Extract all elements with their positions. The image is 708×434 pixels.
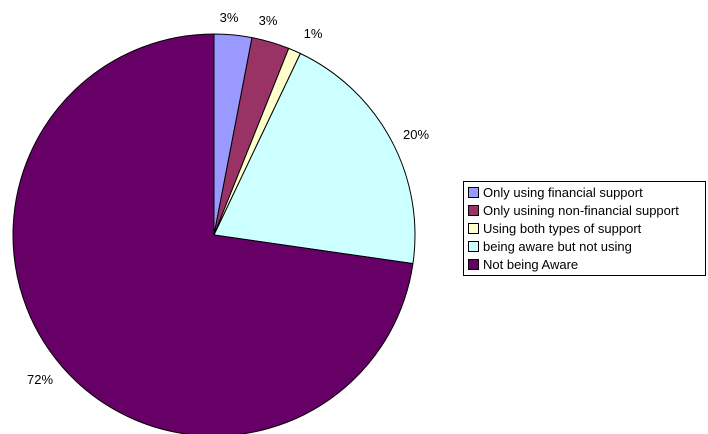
slice-data-label: 20% bbox=[403, 127, 429, 142]
legend-label: Not being Aware bbox=[483, 256, 579, 272]
legend-item: Using both types of support bbox=[468, 219, 705, 237]
legend-label: Using both types of support bbox=[483, 220, 642, 236]
legend-item: being aware but not using bbox=[468, 237, 705, 255]
slice-data-label: 72% bbox=[27, 372, 53, 387]
slice-data-label: 1% bbox=[304, 26, 323, 41]
legend-label: Only usining non-financial support bbox=[483, 202, 679, 218]
legend-swatch bbox=[468, 240, 479, 252]
legend-item: Only usining non-financial support bbox=[468, 201, 705, 219]
legend-label: being aware but not using bbox=[483, 238, 632, 254]
pie-slice bbox=[12, 33, 414, 434]
legend-item: Only using financial support bbox=[468, 183, 705, 201]
pie-slice bbox=[213, 52, 416, 265]
legend-swatch bbox=[468, 222, 479, 234]
legend-swatch bbox=[468, 186, 479, 198]
legend-swatch bbox=[468, 258, 479, 270]
legend-item: Not being Aware bbox=[468, 255, 705, 273]
slice-data-label: 3% bbox=[220, 10, 239, 25]
legend-label: Only using financial support bbox=[483, 184, 643, 200]
legend-swatch bbox=[468, 204, 479, 216]
slice-data-label: 3% bbox=[259, 13, 278, 28]
legend: Only using financial support Only usinin… bbox=[463, 181, 706, 276]
